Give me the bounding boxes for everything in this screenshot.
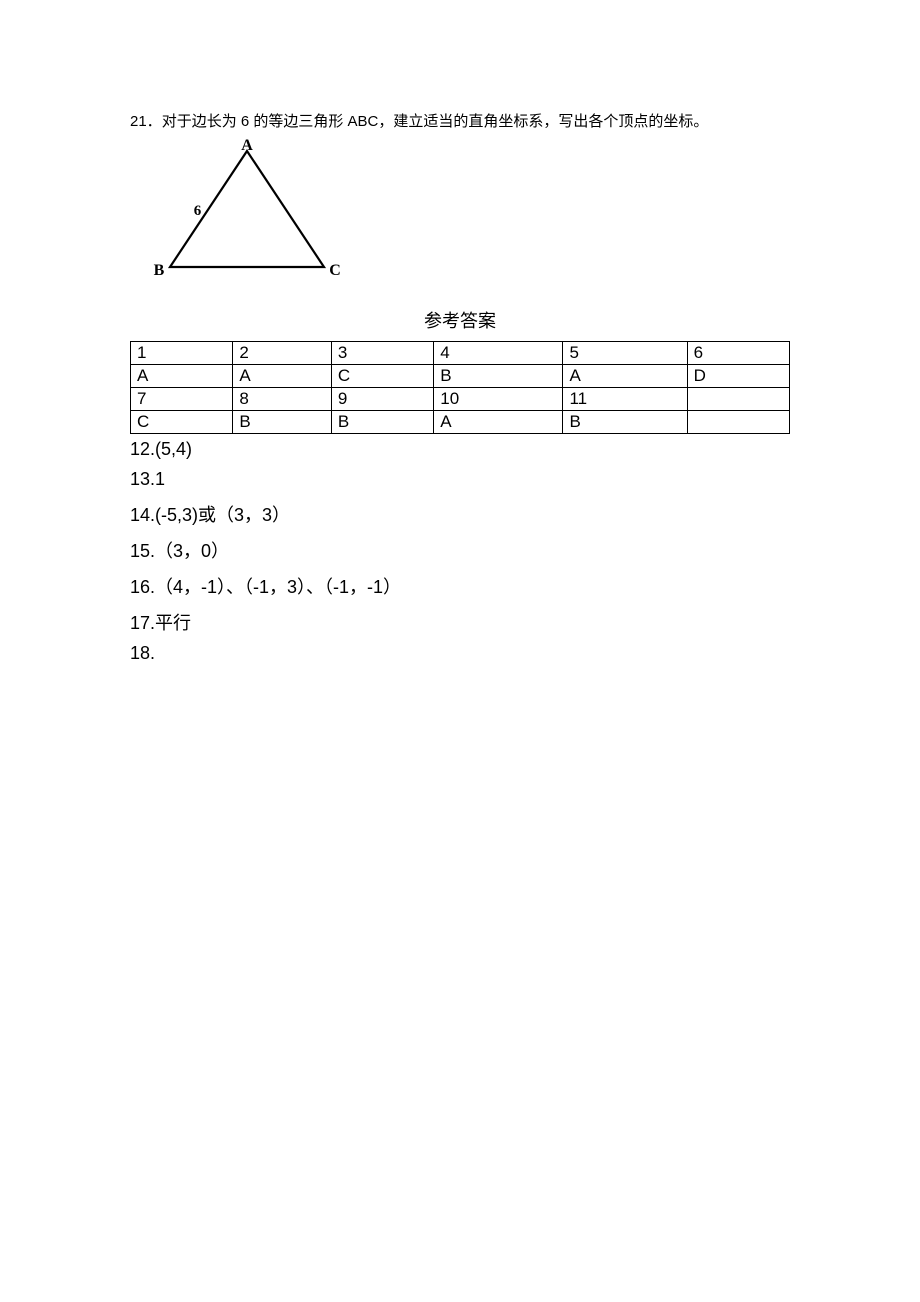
answer-15: 15.（3，0） (130, 542, 790, 560)
question-number: 21． (130, 113, 162, 130)
table-cell: D (687, 365, 789, 388)
table-cell: C (131, 411, 233, 434)
table-cell: 6 (687, 342, 789, 365)
vertex-label-b: B (154, 262, 165, 279)
answer-17: 17.平行 (130, 614, 790, 632)
table-row: CBBAB (131, 411, 790, 434)
table-cell: B (233, 411, 332, 434)
answer-14: 14.(-5,3)或（3，3） (130, 506, 790, 524)
question-text: 对于边长为 6 的等边三角形 ABC，建立适当的直角坐标系，写出各个顶点的坐标。 (162, 113, 709, 130)
vertex-label-c: C (329, 262, 341, 279)
table-cell: C (331, 365, 433, 388)
table-cell: A (233, 365, 332, 388)
table-cell: 2 (233, 342, 332, 365)
answers-table: 123456AACBAD7891011CBBAB (130, 341, 790, 434)
triangle-figure: A B C 6 (152, 139, 790, 289)
table-cell: A (434, 411, 563, 434)
table-cell: 1 (131, 342, 233, 365)
answer-16: 16.（4，-1）、（-1，3）、（-1，-1） (130, 578, 790, 596)
table-cell: 9 (331, 388, 433, 411)
table-cell: 7 (131, 388, 233, 411)
page-container: 21．对于边长为 6 的等边三角形 ABC，建立适当的直角坐标系，写出各个顶点的… (0, 0, 920, 730)
table-cell: B (563, 411, 687, 434)
table-cell: 11 (563, 388, 687, 411)
answer-13: 13.1 (130, 470, 790, 488)
triangle-svg: A B C 6 (152, 139, 347, 284)
answer-12: 12.(5,4) (130, 440, 790, 458)
table-cell: A (131, 365, 233, 388)
table-cell: A (563, 365, 687, 388)
table-row: 7891011 (131, 388, 790, 411)
table-row: 123456 (131, 342, 790, 365)
fill-answers: 12.(5,4) 13.1 14.(-5,3)或（3，3） 15.（3，0） 1… (130, 440, 790, 662)
answer-18: 18. (130, 644, 790, 662)
table-cell: 4 (434, 342, 563, 365)
table-row: AACBAD (131, 365, 790, 388)
table-cell (687, 388, 789, 411)
side-label-6: 6 (194, 203, 202, 219)
question-21: 21．对于边长为 6 的等边三角形 ABC，建立适当的直角坐标系，写出各个顶点的… (130, 110, 790, 131)
table-cell: 5 (563, 342, 687, 365)
table-cell: B (434, 365, 563, 388)
table-cell: 10 (434, 388, 563, 411)
table-cell: B (331, 411, 433, 434)
table-cell: 8 (233, 388, 332, 411)
table-cell: 3 (331, 342, 433, 365)
answers-heading: 参考答案 (130, 307, 790, 333)
table-cell (687, 411, 789, 434)
vertex-label-a: A (241, 139, 253, 154)
